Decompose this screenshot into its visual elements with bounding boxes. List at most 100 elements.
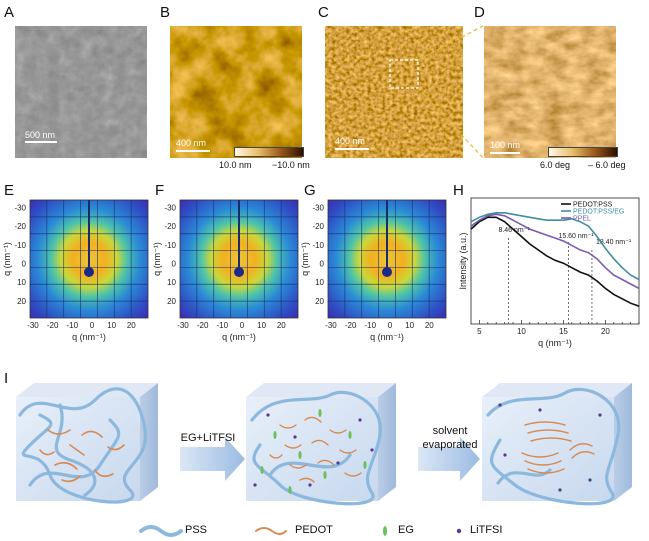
x-tick-label: 10	[517, 327, 526, 336]
legend-eg-glyph	[383, 526, 387, 536]
scale-bar-a	[25, 141, 57, 143]
panel-label-i: I	[4, 370, 9, 387]
cube-treated	[246, 383, 396, 506]
scale-bar-d	[490, 152, 520, 154]
giwaxs-pattern-g: -30 -20 -10 0 10 20 -30 -20 -10 0 10 20 q (nm⁻¹) q (n…	[300, 199, 447, 342]
colorbar-b-max: 10.0 nm	[219, 160, 252, 170]
y-tick-label: -30	[164, 203, 176, 212]
panel-label-b: B	[160, 4, 171, 21]
legend-entry: PEDOT:PSS	[573, 202, 613, 209]
y-tick-label: -10	[164, 241, 176, 250]
afm-height-image: 400 nm	[170, 26, 302, 158]
zoom-guide-lines	[417, 25, 484, 159]
x-tick-label: -20	[47, 321, 59, 330]
colorbar-d-min: – 6.0 deg	[588, 160, 626, 170]
series-line	[470, 216, 640, 307]
x-tick-label: 20	[277, 321, 286, 330]
beam-center	[382, 266, 392, 277]
y-axis-label: q (nm⁻¹)	[2, 242, 12, 276]
x-tick-label: -10	[365, 321, 377, 330]
colorbar-d	[548, 147, 618, 157]
arrow1-label: EG+LiTFSI	[180, 432, 236, 444]
giwaxs-panels: -30 -20 -10 0 10 20 -30 -20 -10 0 10 20 q (nm⁻¹) q (n…	[2, 199, 447, 342]
x-tick-label: -30	[27, 321, 39, 330]
x-tick-label: 10	[107, 321, 116, 330]
afm-phase-image: 400 nm	[325, 26, 463, 158]
panel-label-g: G	[304, 182, 316, 199]
y-axis-label: q (nm⁻¹)	[152, 242, 162, 276]
y-tick-label: -20	[164, 222, 176, 231]
scale-bar-label-a: 500 nm	[25, 130, 56, 140]
panel-label-e: E	[4, 182, 15, 199]
scale-bar-b	[176, 150, 210, 152]
y-tick-label: -20	[312, 222, 324, 231]
colorbar-b-min: −10.0 nm	[272, 160, 310, 170]
process-arrow-2	[418, 437, 480, 481]
schematic-diagram	[16, 383, 632, 537]
y-tick-label: 10	[17, 278, 26, 287]
x-axis-label: q (nm⁻¹)	[72, 332, 106, 342]
colorbar-d-max: 6.0 deg	[540, 160, 571, 170]
sem-image: 500 nm	[15, 26, 147, 158]
scattering-line-plot: 5 10 15 20q (nm⁻¹)Intensity (a.u.)8.46 nm⁻¹…	[458, 197, 640, 348]
zoom-box	[389, 59, 419, 89]
peak-annotation: 18.40 nm⁻¹	[596, 239, 632, 246]
giwaxs-pattern-f: -30 -20 -10 0 10 20 -30 -20 -10 0 10 20 q (nm⁻¹) q (n…	[152, 199, 299, 342]
legend-pedot-glyph	[255, 527, 287, 535]
cube-evaporated	[482, 383, 632, 506]
legend-pss-label: PSS	[185, 524, 208, 536]
y-tick-label: 10	[167, 278, 176, 287]
panel-label-h: H	[453, 182, 464, 199]
arrow2-label-line2: evaporated	[422, 439, 478, 451]
y-tick-label: 10	[315, 278, 324, 287]
x-axis-label: q (nm⁻¹)	[222, 332, 256, 342]
y-axis-label: q (nm⁻¹)	[300, 242, 310, 276]
legend-eg-label: EG	[398, 524, 414, 536]
panel-label-f: F	[155, 182, 165, 199]
legend-litfsi-glyph	[456, 528, 462, 534]
y-tick-label: 20	[167, 297, 176, 306]
x-tick-label: -30	[325, 321, 337, 330]
y-tick-label: 0	[320, 259, 325, 268]
scale-bar-label-c: 400 nm	[335, 136, 366, 146]
y-tick-label: 20	[315, 297, 324, 306]
x-tick-label: 0	[90, 321, 95, 330]
panel-label-c: C	[318, 4, 329, 21]
legend-pedot-label: PEDOT	[295, 524, 333, 536]
legend-entry: PEDOT:PSS/EG	[573, 209, 624, 216]
cube-pristine	[16, 383, 158, 504]
y-tick-label: -20	[14, 222, 26, 231]
x-axis-label: q (nm⁻¹)	[538, 338, 572, 348]
x-tick-label: -20	[197, 321, 209, 330]
y-tick-label: 0	[22, 259, 27, 268]
colorbar-b	[234, 147, 304, 157]
beam-center	[234, 266, 244, 277]
x-tick-label: 5	[477, 327, 482, 336]
plot-frame	[29, 199, 149, 319]
x-tick-label: -10	[67, 321, 79, 330]
x-tick-label: 0	[240, 321, 245, 330]
x-tick-label: -10	[217, 321, 229, 330]
giwaxs-pattern-e: -30 -20 -10 0 10 20 -30 -20 -10 0 10 20 q (nm⁻¹) q (n…	[2, 199, 149, 342]
panel-label-a: A	[4, 4, 15, 21]
y-tick-label: -30	[312, 203, 324, 212]
y-tick-label: -10	[14, 241, 26, 250]
process-arrow-1	[180, 437, 245, 481]
peak-annotation: 15.60 nm⁻¹	[558, 233, 594, 240]
afm-phase-zoom-image: 100 nm	[484, 26, 616, 158]
plot-frame	[327, 199, 447, 319]
beam-center	[84, 266, 94, 277]
scale-bar-c	[335, 148, 369, 150]
x-tick-label: 20	[425, 321, 434, 330]
x-tick-label: 15	[559, 327, 568, 336]
panel-label-d: D	[474, 4, 485, 21]
y-tick-label: -30	[14, 203, 26, 212]
scale-bar-label-b: 400 nm	[176, 138, 207, 148]
y-tick-label: -10	[312, 241, 324, 250]
scale-bar-label-d: 100 nm	[490, 140, 521, 150]
arrow2-label-line1: solvent	[432, 425, 468, 437]
legend-litfsi-label: LiTFSI	[470, 524, 503, 536]
plot-frame	[179, 199, 299, 319]
series-line	[470, 213, 640, 290]
x-tick-label: 0	[388, 321, 393, 330]
